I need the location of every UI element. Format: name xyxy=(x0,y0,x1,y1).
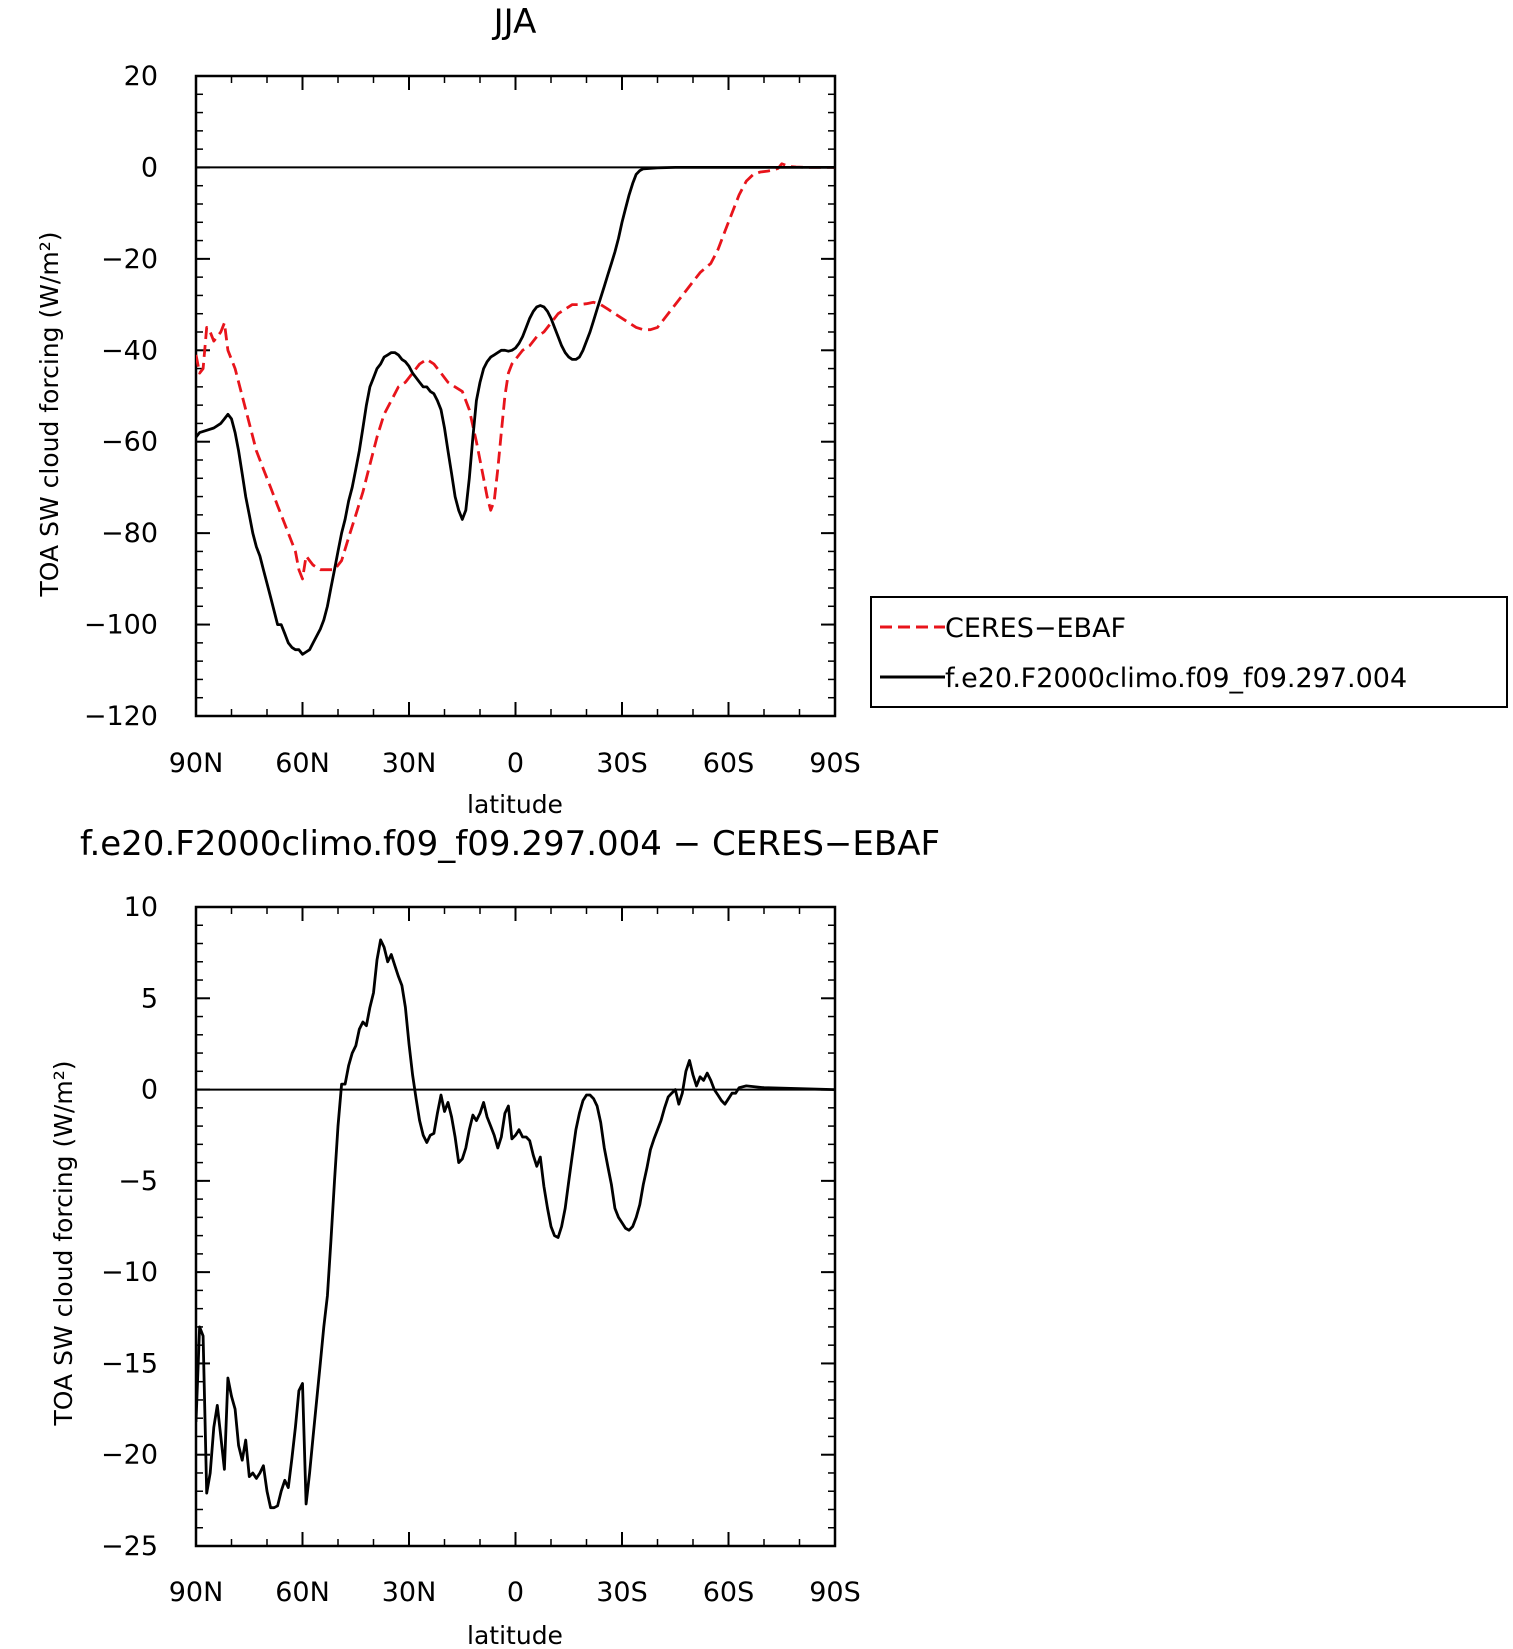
y-axis-title: TOA SW cloud forcing (W/m²) xyxy=(49,1061,78,1427)
x-tick-label: 90N xyxy=(169,1577,224,1608)
y-tick-label: −60 xyxy=(101,427,158,458)
x-tick-label: 30S xyxy=(596,748,648,779)
x-tick-label: 60N xyxy=(275,1577,330,1608)
series-line-difference xyxy=(196,938,835,1510)
x-tick-label: 90S xyxy=(809,1577,861,1608)
y-axis-title: TOA SW cloud forcing (W/m²) xyxy=(35,232,64,598)
y-tick-label: −120 xyxy=(84,701,158,732)
y-tick-label: −80 xyxy=(101,518,158,549)
x-tick-label: 90N xyxy=(169,748,224,779)
y-tick-label: −100 xyxy=(84,610,158,641)
y-tick-label: −15 xyxy=(101,1348,158,1379)
x-tick-label: 60S xyxy=(703,748,755,779)
y-tick-label: 5 xyxy=(141,983,158,1014)
y-tick-label: −10 xyxy=(101,1257,158,1288)
chart-title-difference: f.e20.F2000climo.f09_f09.297.004 − CERES… xyxy=(80,824,940,864)
legend: CERES−EBAF f.e20.F2000climo.f09_f09.297.… xyxy=(870,596,1508,708)
y-tick-label: 0 xyxy=(141,152,158,183)
y-axis-title-text: TOA SW cloud forcing (W/m²) xyxy=(35,232,64,598)
y-tick-label: 20 xyxy=(124,61,158,92)
x-tick-label: 30S xyxy=(596,1577,648,1608)
x-tick-label: 30N xyxy=(382,748,437,779)
y-tick-label: −25 xyxy=(101,1531,158,1562)
x-tick-label: 90S xyxy=(809,748,861,779)
y-tick-label: 0 xyxy=(141,1075,158,1106)
x-axis-title: latitude xyxy=(467,1621,563,1649)
x-tick-label: 60S xyxy=(703,1577,755,1608)
chart-title: JJA xyxy=(492,2,537,42)
x-tick-label: 0 xyxy=(507,748,524,779)
x-tick-label: 60N xyxy=(275,748,330,779)
legend-label-ceres: CERES−EBAF xyxy=(945,613,1126,644)
y-tick-label: −40 xyxy=(101,335,158,366)
y-tick-label: −20 xyxy=(101,244,158,275)
legend-box xyxy=(870,596,1508,708)
x-tick-label: 30N xyxy=(382,1577,437,1608)
y-tick-label: −20 xyxy=(101,1440,158,1471)
chart-panel-bottom: f.e20.F2000climo.f09_f09.297.004 − CERES… xyxy=(49,824,940,1649)
x-tick-label: 0 xyxy=(507,1577,524,1608)
series-line-ceres-ebaf xyxy=(196,162,835,581)
y-tick-label: −5 xyxy=(118,1166,158,1197)
x-axis-title: latitude xyxy=(467,790,563,819)
y-axis-title-text: TOA SW cloud forcing (W/m²) xyxy=(49,1061,78,1427)
chart-panel-top: JJA TOA SW cloud forcing (W/m²) latitude… xyxy=(35,2,1508,819)
plot-frame xyxy=(194,74,837,718)
plot-area: 20 0 −20 −40 −60 −80 −100 −120 90N 60N 30N 0 30S 60S 9… xyxy=(84,61,861,779)
series-line-f-e20-f2000climo-f09-f09-297-004 xyxy=(196,166,835,656)
y-tick-label: 10 xyxy=(124,892,158,923)
legend-label-model: f.e20.F2000climo.f09_f09.297.004 xyxy=(945,663,1407,694)
plot-area: 10 5 0 −5 −10 −15 −20 −25 90N 60N 30N 0 30S 60S 90S xyxy=(101,892,861,1608)
